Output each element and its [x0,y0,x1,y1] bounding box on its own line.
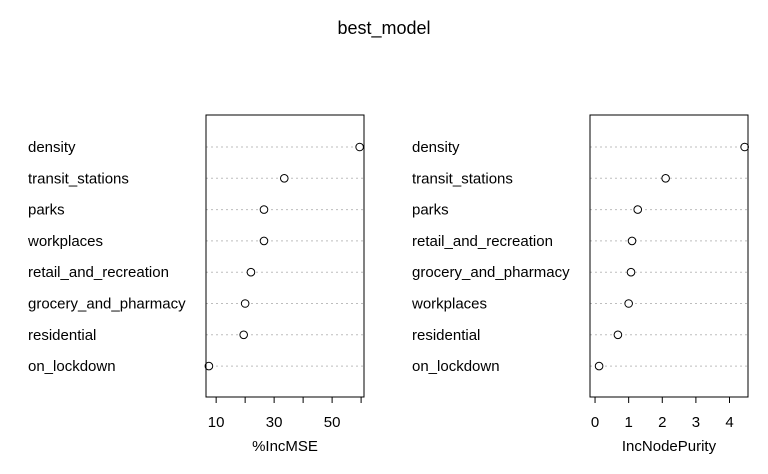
row-label: residential [412,327,480,344]
row-label: on_lockdown [28,358,116,375]
data-point [613,330,623,340]
x-tick-label: 2 [658,414,666,431]
data-point [633,205,643,214]
row-label: transit_stations [28,170,129,187]
row-label: transit_stations [412,170,513,187]
row-label: density [412,139,460,156]
x-axis-title: IncNodePurity [622,438,717,455]
row-label: retail_and_recreation [412,233,553,250]
row-label: grocery_and_pharmacy [28,296,186,313]
plot-frame [205,114,365,398]
row-label: on_lockdown [412,358,500,375]
x-axis-title: %IncMSE [252,438,318,455]
row-label: parks [412,202,449,219]
x-tick-label: 0 [591,414,599,431]
x-tick-label: 1 [624,414,632,431]
row-label: grocery_and_pharmacy [412,264,570,281]
x-tick-label: 10 [208,414,225,431]
data-point [240,299,250,308]
x-tick-label: 4 [725,414,733,431]
row-label: parks [28,202,65,219]
data-point [740,142,749,152]
data-point [626,267,636,277]
data-point [259,205,269,214]
data-point [204,361,214,371]
row-label: workplaces [411,296,487,313]
x-tick-label: 30 [266,414,283,431]
data-point [627,236,637,246]
row-label: retail_and_recreation [28,264,169,281]
row-label: workplaces [27,233,103,250]
data-point [661,174,670,183]
data-point [239,330,248,340]
row-label: residential [28,327,96,344]
x-tick-label: 3 [692,414,700,431]
chart-title: best_model [337,18,430,39]
data-point [355,142,364,152]
row-label: density [28,139,76,156]
data-point [624,299,633,308]
data-point [246,267,256,277]
x-tick-label: 50 [324,414,341,431]
data-point [594,361,604,371]
data-point [279,174,289,183]
data-point [259,236,269,246]
plot-frame [589,114,749,398]
